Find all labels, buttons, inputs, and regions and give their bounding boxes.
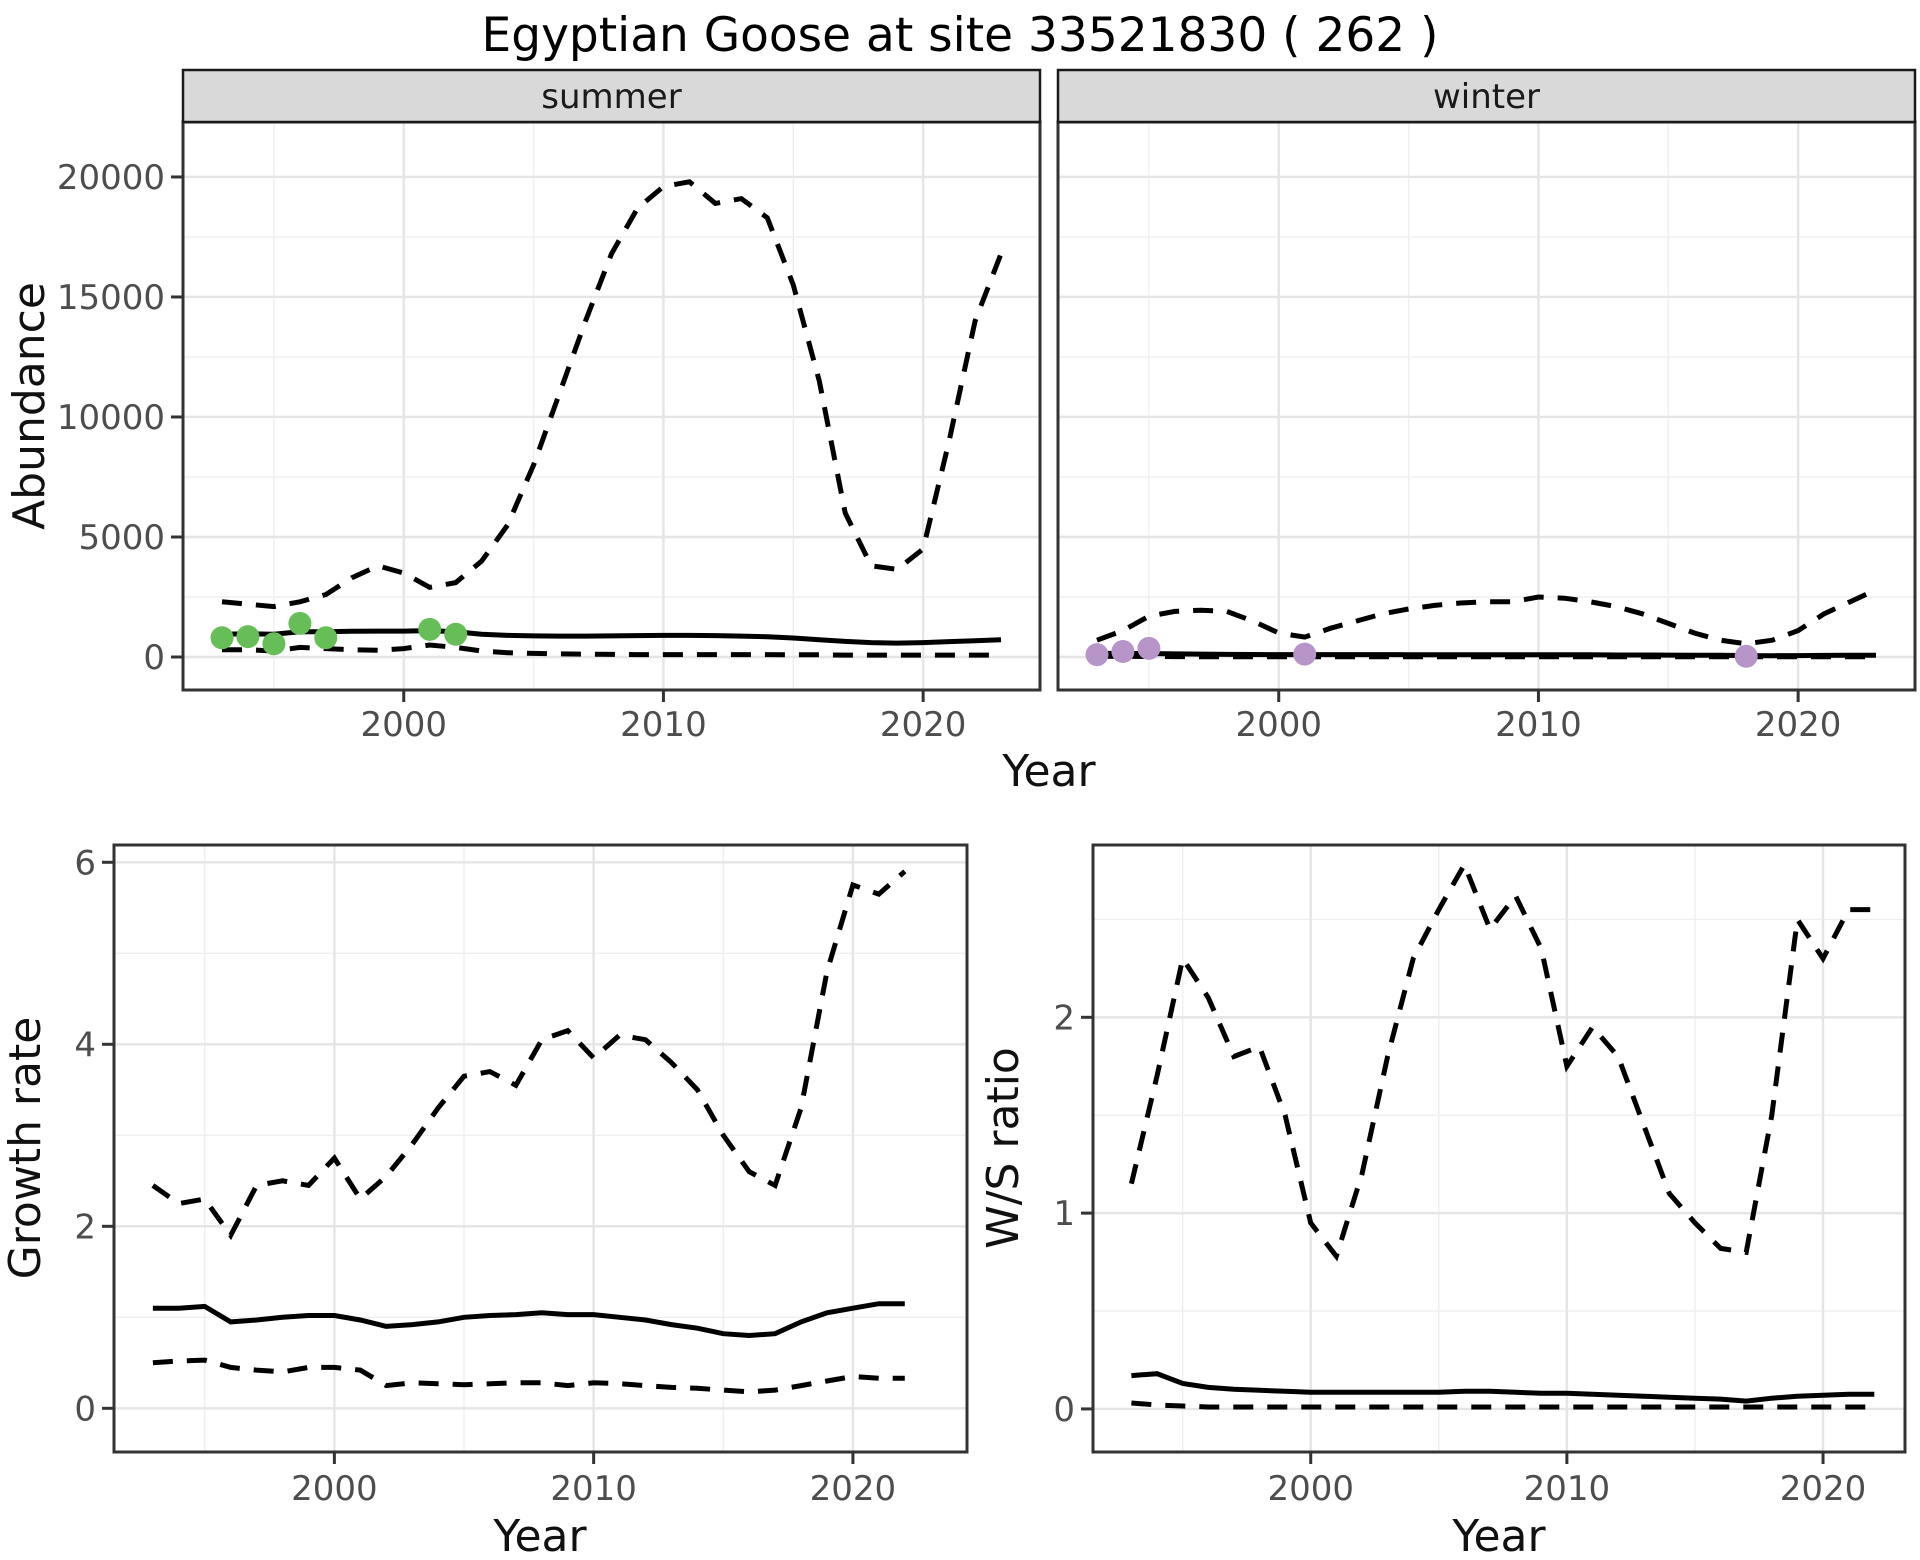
facet-strip-label: winter xyxy=(1433,77,1540,117)
data-point xyxy=(444,622,468,646)
abundance-points-observed_summer xyxy=(210,611,468,656)
data-point xyxy=(1137,636,1161,660)
facet-strip xyxy=(1056,68,1917,124)
x-axis-title: Year xyxy=(1001,746,1096,797)
abundance-series-median-summer xyxy=(221,628,1002,646)
data-point xyxy=(210,626,234,650)
growth_rate-series-upper_ci-all xyxy=(151,869,907,1241)
y-tick-label: 4 xyxy=(74,1025,96,1065)
data-point xyxy=(1111,640,1135,663)
abundance-panel-winter: winter 2000 2010 2020 xyxy=(1056,68,1917,745)
ws_ratio-series-upper_ci-all xyxy=(1128,858,1875,1262)
y-axis-title: Growth rate xyxy=(0,1017,51,1280)
panel-border xyxy=(112,843,969,1454)
y-tick-label: 0 xyxy=(1053,1390,1075,1430)
abundance-panel-summer: summer 2000 2010 2020 xyxy=(181,68,1042,745)
ws_ratio-panel-all: 2000 2010 2020 xyxy=(1091,843,1907,1509)
x-tick-label: 2010 xyxy=(1495,705,1582,745)
y-tick-label: 5000 xyxy=(78,518,165,558)
ws_ratio-chart: 2000 2010 2020 0 1 2 W/S ratio Year xyxy=(978,843,1907,1560)
data-point xyxy=(418,617,442,641)
ws_ratio-series-median-all xyxy=(1131,1371,1875,1404)
y-tick-label: 0 xyxy=(74,1389,96,1429)
panel-background xyxy=(114,845,967,1452)
abundance-points-observed_winter xyxy=(1085,636,1758,668)
data-point xyxy=(1293,642,1317,666)
x-tick-label: 2000 xyxy=(291,1469,378,1509)
y-axis-title: Abundance xyxy=(4,282,55,530)
data-area xyxy=(210,179,1004,658)
panel-background xyxy=(1058,122,1915,690)
page-title: Egyptian Goose at site 33521830 ( 262 ) xyxy=(481,8,1439,63)
facet-strip-label: summer xyxy=(541,77,681,117)
x-tick-label: 2020 xyxy=(1755,705,1842,745)
grid-minor xyxy=(1058,122,1915,690)
grid-major xyxy=(1093,845,1905,1452)
x-tick-label: 2010 xyxy=(620,705,707,745)
data-point xyxy=(1085,643,1109,667)
panel-background xyxy=(1093,845,1905,1452)
x-tick-label: 2010 xyxy=(1524,1469,1611,1509)
y-axis-title: W/S ratio xyxy=(978,1047,1029,1249)
panel-border xyxy=(1091,843,1907,1454)
facet-strip xyxy=(181,68,1042,124)
abundance-series-lower_ci-winter xyxy=(1096,653,1876,660)
x-tick-label: 2020 xyxy=(1780,1469,1867,1509)
x-axis-title: Year xyxy=(492,1511,587,1560)
y-tick-label: 20000 xyxy=(57,158,165,198)
panel-background xyxy=(183,122,1040,690)
data-point xyxy=(1734,644,1758,668)
x-tick-label: 2020 xyxy=(880,705,967,745)
ws_ratio-series-lower_ci-all xyxy=(1131,1400,1875,1410)
abundance-chart: summer 2000 2010 2020 winter 2000 2010 2020 0 500… xyxy=(4,68,1917,797)
growth_rate-series-lower_ci-all xyxy=(152,1357,905,1395)
data-area xyxy=(1128,858,1875,1410)
y-tick-label: 2 xyxy=(1053,998,1075,1038)
data-point xyxy=(288,611,312,635)
growth_rate-series-median-all xyxy=(152,1301,905,1339)
y-tick-label: 0 xyxy=(143,638,165,678)
data-point xyxy=(314,626,338,650)
growth_rate-panel-all: 2000 2010 2020 xyxy=(112,843,969,1509)
y-tick-label: 1 xyxy=(1053,1194,1075,1234)
y-tick-label: 10000 xyxy=(57,398,165,438)
x-tick-label: 2020 xyxy=(810,1469,897,1509)
x-tick-label: 2000 xyxy=(1267,1469,1354,1509)
y-tick-label: 2 xyxy=(74,1207,96,1247)
x-axis-title: Year xyxy=(1451,1511,1546,1560)
growth_rate-chart: 2000 2010 2020 0 2 4 6 Growth rate Year xyxy=(0,843,969,1560)
abundance-series-upper_ci-summer xyxy=(221,179,1004,610)
grid-major xyxy=(114,845,967,1452)
x-tick-label: 2000 xyxy=(1235,705,1322,745)
grid-major xyxy=(183,122,1040,690)
y-tick-label: 6 xyxy=(74,843,96,883)
data-point xyxy=(236,625,260,649)
x-tick-label: 2010 xyxy=(550,1469,637,1509)
abundance-series-lower_ci-summer xyxy=(222,642,1001,658)
x-tick-label: 2000 xyxy=(360,705,447,745)
y-tick-label: 15000 xyxy=(57,278,165,318)
data-point xyxy=(262,632,286,656)
grid-minor xyxy=(114,845,967,1452)
data-area xyxy=(1085,587,1878,668)
data-area xyxy=(151,869,907,1395)
